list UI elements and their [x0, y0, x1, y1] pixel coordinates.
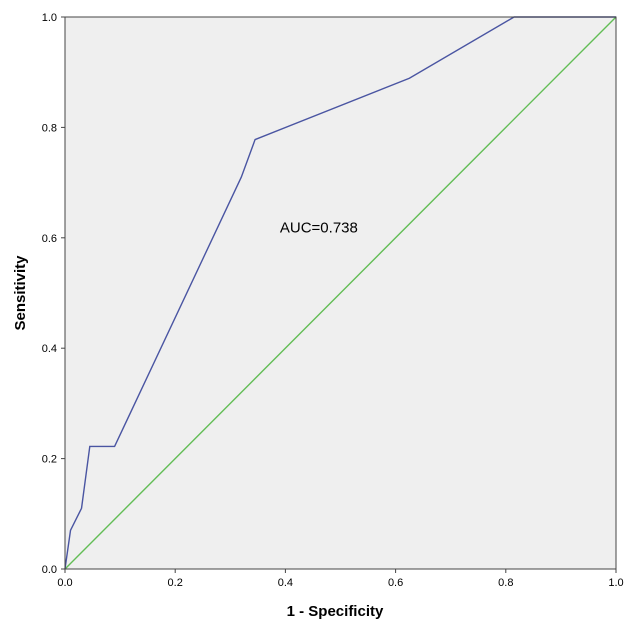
x-axis-title: 1 - Specificity	[287, 603, 384, 620]
y-tick-label: 0.8	[42, 122, 57, 134]
y-tick-label: 0.2	[42, 454, 57, 466]
x-axis: 0.0 0.2 0.4 0.6 0.8 1.0	[57, 569, 624, 589]
y-tick-label: 0.0	[42, 564, 57, 576]
auc-annotation: AUC=0.738	[280, 219, 358, 236]
series-layer	[64, 16, 617, 570]
plot-frame	[64, 16, 617, 570]
y-axis-title: Sensitivity	[12, 255, 29, 331]
y-tick-label: 0.4	[42, 343, 57, 355]
roc-curve-line	[64, 16, 616, 570]
x-tick-label: 0.4	[278, 577, 293, 589]
x-tick-label: 0.8	[498, 577, 513, 589]
reference-diagonal-line	[64, 16, 617, 570]
x-tick-label: 0.2	[168, 577, 183, 589]
x-tick-label: 0.0	[57, 577, 72, 589]
y-axis: 0.0 0.2 0.4 0.6 0.8 1.0	[42, 12, 65, 576]
x-tick-label: 0.6	[388, 577, 403, 589]
x-tick-label: 1.0	[608, 577, 623, 589]
y-tick-label: 0.6	[42, 233, 57, 245]
y-tick-label: 1.0	[42, 12, 57, 24]
